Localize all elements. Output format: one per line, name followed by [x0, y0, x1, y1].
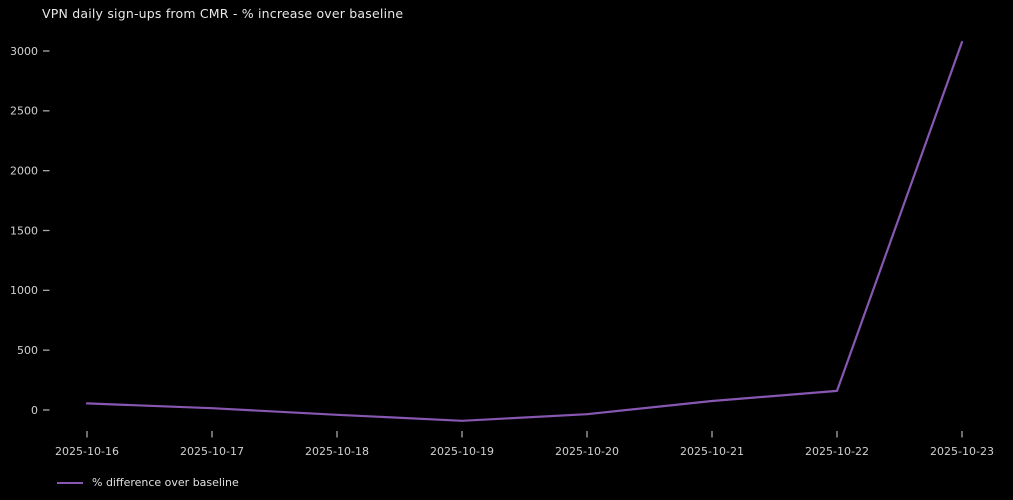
y-tick-label: 500	[17, 344, 38, 357]
y-tick-label: 1500	[10, 224, 38, 237]
legend-label: % difference over baseline	[92, 476, 239, 489]
legend: % difference over baseline	[57, 476, 239, 489]
x-tick-label: 2025-10-20	[555, 445, 619, 458]
x-tick-label: 2025-10-23	[930, 445, 994, 458]
x-tick-label: 2025-10-16	[55, 445, 119, 458]
x-tick-label: 2025-10-22	[805, 445, 869, 458]
data-series-line	[85, 40, 964, 422]
x-tick-label: 2025-10-17	[180, 445, 244, 458]
y-tick-label: 1000	[10, 284, 38, 297]
chart-title: VPN daily sign-ups from CMR - % increase…	[42, 6, 404, 21]
y-tick-label: 2000	[10, 164, 38, 177]
y-tick-label: 2500	[10, 105, 38, 118]
y-tick-label: 0	[31, 404, 38, 417]
x-tick-label: 2025-10-21	[680, 445, 744, 458]
x-tick-label: 2025-10-19	[430, 445, 494, 458]
x-tick-label: 2025-10-18	[305, 445, 369, 458]
y-tick-label: 3000	[10, 45, 38, 58]
legend-line-swatch	[57, 481, 83, 484]
